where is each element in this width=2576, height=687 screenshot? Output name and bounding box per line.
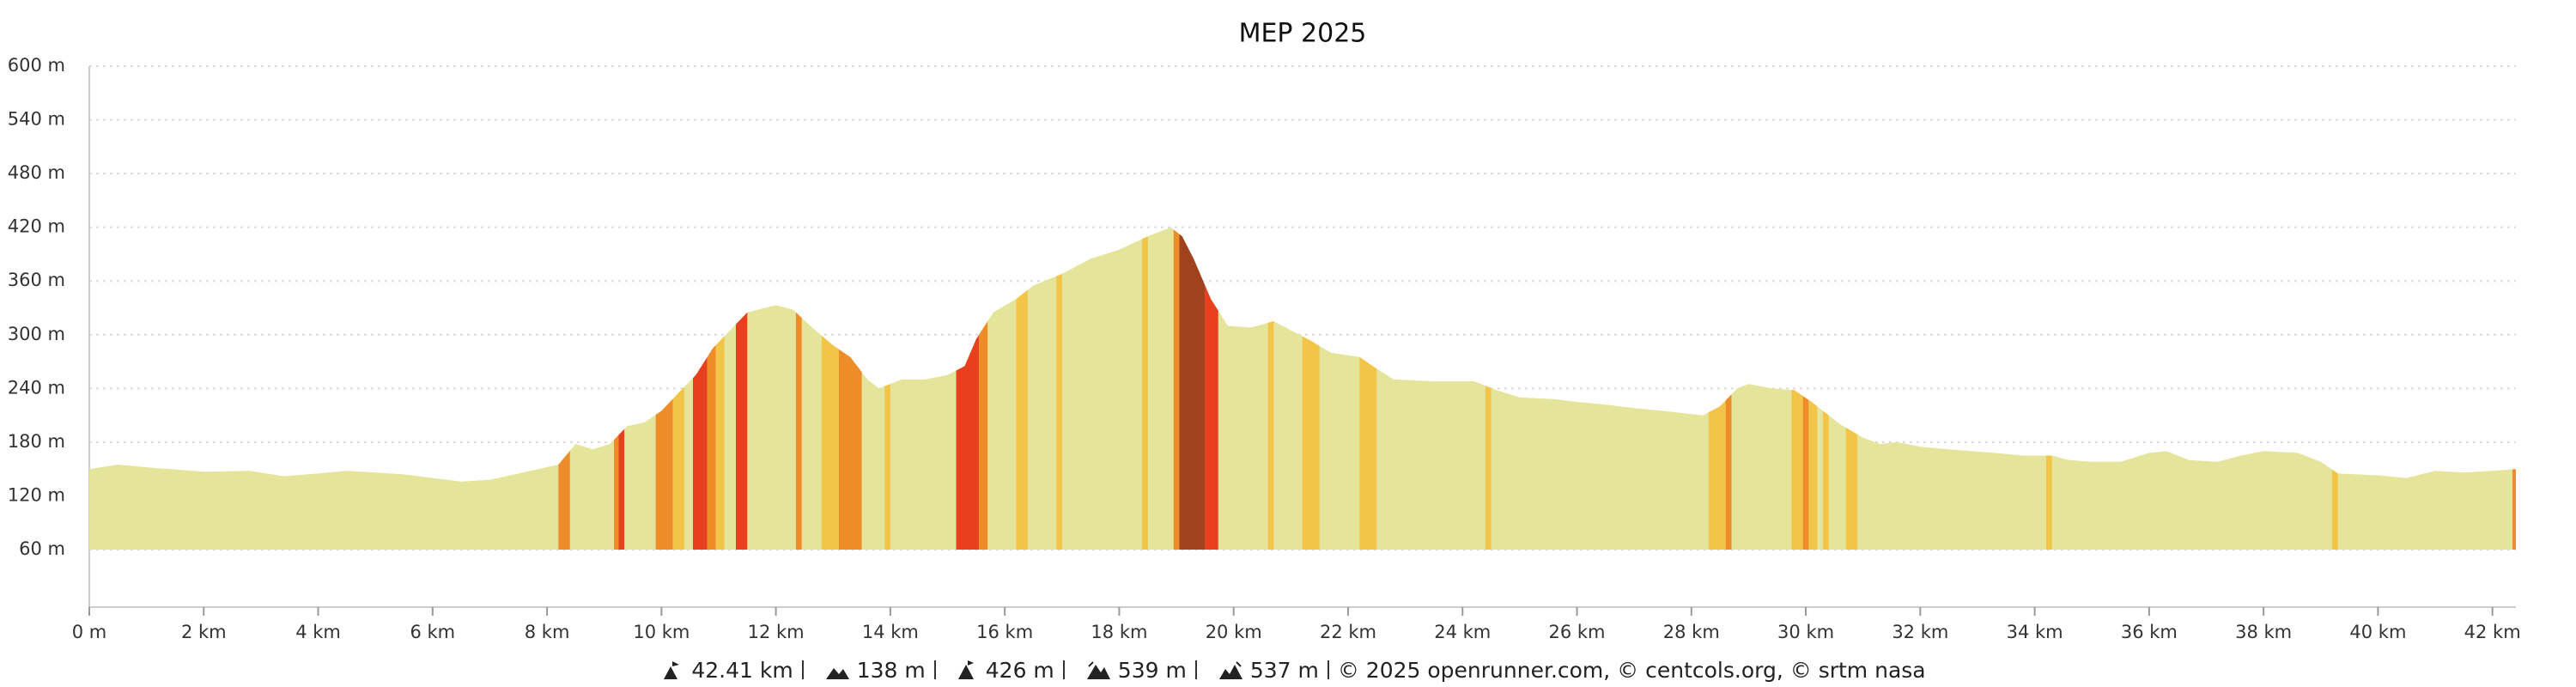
- x-tick-label: 36 km: [2121, 622, 2178, 642]
- y-tick-label: 120 m: [8, 484, 65, 505]
- icon-max: [957, 660, 974, 679]
- slope-band: [979, 227, 988, 550]
- slope-band: [956, 227, 980, 550]
- chart-title: MEP 2025: [1239, 19, 1367, 49]
- x-tick-label: 16 km: [976, 622, 1033, 642]
- x-tick-label: 12 km: [748, 622, 805, 642]
- slope-band: [1823, 227, 1829, 550]
- x-tick-label: 30 km: [1777, 622, 1834, 642]
- y-tick-label: 480 m: [8, 162, 65, 183]
- y-tick-label: 300 m: [8, 324, 65, 344]
- slope-band: [672, 227, 685, 550]
- slope-band: [1808, 227, 1818, 550]
- slope-band: [1016, 227, 1028, 550]
- min-altitude: 138 m: [856, 657, 926, 683]
- slope-band: [1359, 227, 1377, 550]
- x-tick-label: 42 km: [2464, 622, 2521, 642]
- slope-band: [655, 227, 673, 550]
- slope-band: [735, 227, 748, 550]
- icon-descent: [1218, 661, 1242, 679]
- y-tick-label: 420 m: [8, 216, 65, 237]
- slope-band: [614, 227, 619, 550]
- separator: [1062, 660, 1065, 679]
- x-tick-label: 40 km: [2349, 622, 2406, 642]
- slope-band: [1802, 227, 1809, 550]
- y-tick-label: 360 m: [8, 270, 65, 290]
- footer: 42.41 km 138 m 426 m 539 m 537 m © 2025 …: [0, 654, 2576, 685]
- distance: 42.41 km: [691, 657, 793, 683]
- y-tick-label: 600 m: [8, 55, 65, 76]
- x-tick-label: 6 km: [410, 622, 455, 642]
- separator: [933, 660, 936, 679]
- slope-band: [795, 227, 802, 550]
- y-tick-label: 540 m: [8, 109, 65, 130]
- x-tick-label: 22 km: [1320, 622, 1376, 642]
- slope-band: [884, 227, 890, 550]
- x-tick-label: 24 km: [1434, 622, 1491, 642]
- slope-band: [715, 227, 725, 550]
- max-altitude: 426 m: [985, 657, 1054, 683]
- slope-band: [2332, 227, 2338, 550]
- separator: [1327, 660, 1329, 679]
- slope-band: [1708, 227, 1726, 550]
- x-tick-label: 0 m: [72, 622, 107, 642]
- separator: [1194, 660, 1197, 679]
- slope-band: [1845, 227, 1858, 550]
- slope-band: [2512, 227, 2516, 550]
- slope-band: [558, 227, 570, 550]
- slope-band: [1173, 227, 1180, 550]
- chart: MEP 2025 60 m 120 m 180 m 240 m 300 m 360 m 42…: [8, 19, 2521, 643]
- slope-band: [838, 227, 862, 550]
- slope-band: [1179, 227, 1206, 550]
- slope-band: [1725, 227, 1732, 550]
- y-tick-label: 60 m: [19, 538, 65, 559]
- icon-min: [825, 668, 849, 679]
- slope-band: [1791, 227, 1803, 550]
- x-tick-label: 10 km: [633, 622, 690, 642]
- slope-band: [821, 227, 839, 550]
- x-tick-label: 14 km: [862, 622, 919, 642]
- slope-band: [1302, 227, 1320, 550]
- descent: 537 m: [1249, 657, 1319, 683]
- slope-band: [1205, 227, 1218, 550]
- x-tick-label: 26 km: [1549, 622, 1606, 642]
- ascent: 539 m: [1117, 657, 1187, 683]
- x-tick-label: 34 km: [2007, 622, 2063, 642]
- x-tick-label: 38 km: [2235, 622, 2292, 642]
- x-tick-label: 28 km: [1663, 622, 1720, 642]
- credits: © 2025 openrunner.com, © centcols.org, ©…: [1337, 657, 1926, 683]
- slope-band: [1142, 227, 1148, 550]
- slope-band: [707, 227, 716, 550]
- x-tick-label: 20 km: [1206, 622, 1262, 642]
- y-tick-label: 180 m: [8, 431, 65, 452]
- slope-band: [2045, 227, 2052, 550]
- slope-band: [618, 227, 625, 550]
- slope-band: [1056, 227, 1062, 550]
- x-tick-label: 18 km: [1091, 622, 1147, 642]
- slope-band: [1485, 227, 1492, 550]
- slope-band: [693, 227, 708, 550]
- slope-band: [1267, 227, 1274, 550]
- x-tick-label: 4 km: [295, 622, 341, 642]
- y-tick-label: 240 m: [8, 377, 65, 398]
- icon-ascent: [1086, 661, 1110, 679]
- x-tick-label: 8 km: [525, 622, 570, 642]
- x-tick-label: 32 km: [1892, 622, 1948, 642]
- separator: [801, 660, 804, 679]
- x-tick-label: 2 km: [181, 622, 227, 642]
- icon-distance: [664, 661, 680, 679]
